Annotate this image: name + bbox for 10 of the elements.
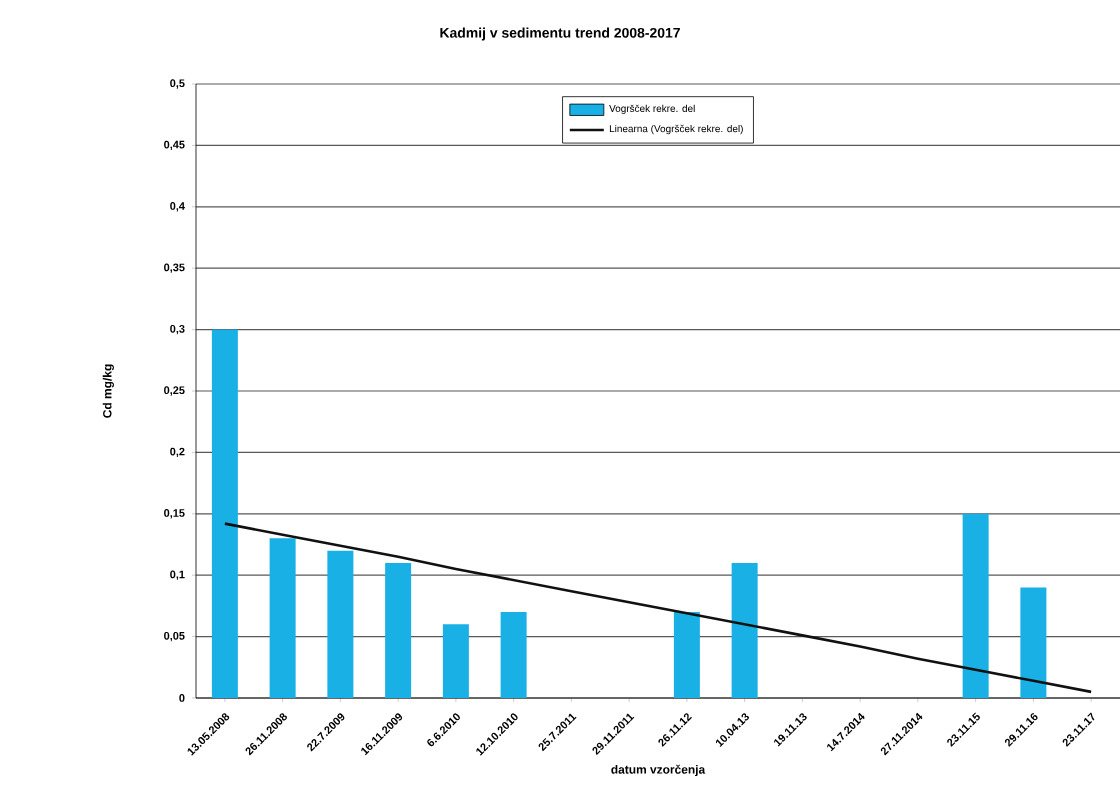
bar <box>442 624 469 698</box>
bar <box>962 513 989 698</box>
bar <box>731 562 758 698</box>
bar <box>385 562 412 698</box>
bar <box>673 612 700 698</box>
bar <box>327 550 354 698</box>
bar <box>500 612 527 698</box>
bar <box>269 538 296 698</box>
bar <box>211 329 238 698</box>
bar <box>1020 587 1047 698</box>
